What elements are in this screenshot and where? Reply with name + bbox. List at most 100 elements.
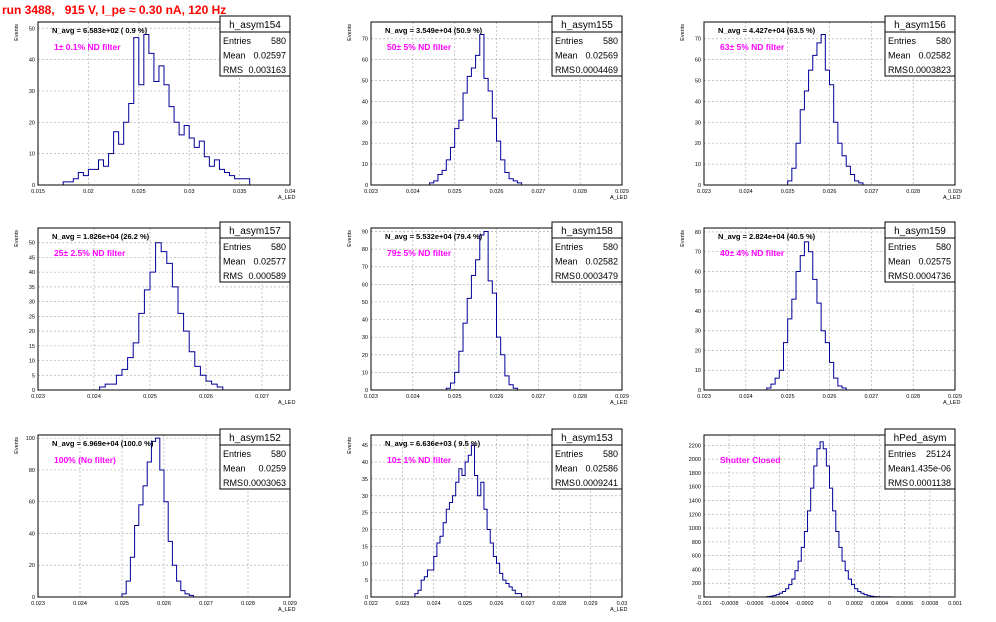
- stat-label-rms: RMS: [888, 65, 908, 75]
- navg-label: N_avg = 2.824e+04 (40.5 %): [718, 232, 816, 241]
- filter-annotation: 10± 1% ND filter: [387, 455, 452, 465]
- x-tick-label: 0.029: [948, 189, 962, 195]
- y-tick-label: 40: [362, 99, 368, 105]
- stats-box: [219, 15, 291, 77]
- y-tick-label: 45: [29, 255, 35, 261]
- y-tick-label: 90: [362, 230, 368, 236]
- y-axis-label: Events: [680, 24, 686, 41]
- stat-value-mean: 0.02582: [585, 257, 618, 267]
- stat-value-rms: 0.0009241: [575, 478, 618, 488]
- stat-value-mean: 0.02569: [585, 51, 618, 61]
- y-tick-label: 20: [695, 141, 701, 147]
- stat-label-mean: Mean: [888, 257, 911, 267]
- y-tick-label: 5: [32, 373, 35, 379]
- x-tick-label: 0.025: [458, 601, 472, 607]
- stat-label-entries: Entries: [555, 36, 584, 46]
- stat-value-mean: 0.02577: [253, 257, 286, 267]
- navg-label: N_avg = 6.636e+03 ( 9.5 %): [385, 439, 481, 448]
- y-tick-label: 0: [32, 595, 35, 601]
- y-tick-label: 0: [698, 388, 701, 394]
- histogram-pad-h_asym159: 0.023 0.024 0.025 0.026 0.027 0.028 0.029 0 10 20…: [680, 221, 962, 406]
- y-tick-label: 80: [695, 230, 701, 236]
- x-axis-label: A_LED: [610, 195, 627, 201]
- x-tick-label: 0.028: [552, 601, 566, 607]
- x-tick-label: 0.026: [490, 189, 504, 195]
- histogram-series: [429, 34, 523, 185]
- y-tick-label: 2200: [689, 443, 701, 449]
- stat-value-entries: 580: [936, 36, 951, 46]
- y-tick-label: 60: [29, 500, 35, 506]
- stat-value-rms: 0.0003479: [575, 271, 618, 281]
- histogram-name: h_asym153: [561, 433, 613, 444]
- x-tick-label: 0.023: [31, 394, 45, 400]
- x-tick-label: 0: [828, 601, 831, 607]
- stat-label-entries: Entries: [888, 242, 917, 252]
- x-axis-label: A_LED: [943, 400, 960, 406]
- y-tick-label: 40: [29, 58, 35, 64]
- y-tick-label: 25: [362, 511, 368, 517]
- y-tick-label: 45: [362, 443, 368, 449]
- stat-label-mean: Mean: [223, 257, 246, 267]
- stats-box: [551, 15, 623, 77]
- x-tick-label: 0.028: [906, 394, 920, 400]
- y-axis-label: Events: [680, 230, 686, 247]
- stat-label-entries: Entries: [555, 449, 584, 459]
- y-axis-label: Events: [14, 437, 20, 454]
- filter-annotation: 25± 2.5% ND filter: [54, 248, 126, 258]
- x-tick-label: 0.0002: [846, 601, 863, 607]
- x-tick-label: 0.026: [490, 601, 504, 607]
- filter-annotation: 1± 0.1% ND filter: [54, 42, 121, 52]
- y-tick-label: 1200: [689, 512, 701, 518]
- y-tick-label: 10: [362, 370, 368, 376]
- stat-value-rms: 0.0004469: [575, 65, 618, 75]
- x-tick-label: 0.028: [241, 601, 255, 607]
- x-tick-label: 0.029: [948, 394, 962, 400]
- plot-frame: [370, 21, 623, 186]
- stat-value-entries: 580: [271, 242, 286, 252]
- y-tick-label: 50: [695, 289, 701, 295]
- histogram-series: [414, 444, 523, 597]
- x-tick-label: 0.028: [573, 394, 587, 400]
- y-tick-label: 80: [29, 468, 35, 474]
- y-tick-label: 25: [29, 314, 35, 320]
- y-tick-label: 10: [362, 162, 368, 168]
- y-tick-label: 70: [695, 250, 701, 256]
- stat-value-rms: 0.003163: [248, 65, 286, 75]
- stat-label-entries: Entries: [223, 449, 252, 459]
- y-tick-label: 60: [362, 58, 368, 64]
- plot-frame: [37, 434, 291, 598]
- y-tick-label: 5: [365, 578, 368, 584]
- stats-box: [219, 428, 291, 490]
- y-tick-label: 60: [695, 58, 701, 64]
- filter-annotation: 79± 5% ND filter: [387, 248, 452, 258]
- y-tick-label: 50: [29, 26, 35, 32]
- stat-value-rms: 0.000589: [248, 271, 286, 281]
- x-tick-label: 0.025: [132, 189, 146, 195]
- histogram-name: h_asym158: [561, 226, 613, 237]
- x-axis-label: A_LED: [278, 607, 295, 613]
- y-tick-label: 35: [362, 477, 368, 483]
- x-tick-label: 0.026: [823, 189, 837, 195]
- histogram-pad-h_asym153: 0.022 0.023 0.024 0.025 0.026 0.027 0.028 0.029…: [347, 428, 627, 613]
- stat-value-mean: 0.0259: [258, 464, 286, 474]
- x-tick-label: 0.026: [823, 394, 837, 400]
- histogram-pad-h_asym157: 0.023 0.024 0.025 0.026 0.027 0 5 10 15 20 25 30 35 4…: [14, 221, 295, 406]
- y-axis-label: Events: [14, 24, 20, 41]
- stat-value-entries: 580: [271, 36, 286, 46]
- stat-label-entries: Entries: [888, 449, 917, 459]
- y-tick-label: 10: [29, 152, 35, 158]
- y-tick-label: 0: [698, 595, 701, 601]
- y-tick-label: 20: [362, 353, 368, 359]
- histogram-name: h_asym152: [229, 433, 281, 444]
- x-tick-label: 0.025: [143, 394, 157, 400]
- x-axis-label: A_LED: [610, 607, 627, 613]
- x-tick-label: 0.035: [233, 189, 247, 195]
- y-tick-label: 20: [29, 329, 35, 335]
- x-axis-label: A_LED: [610, 400, 627, 406]
- y-tick-label: 10: [695, 162, 701, 168]
- filter-annotation: 50± 5% ND filter: [387, 42, 452, 52]
- stat-label-rms: RMS: [555, 478, 575, 488]
- x-tick-label: 0.027: [521, 601, 535, 607]
- histogram-pad-h_asym154: 0.015 0.02 0.025 0.03 0.035 0.04 0 10 20 30 40 50 Ev…: [14, 15, 295, 201]
- stat-label-entries: Entries: [888, 36, 917, 46]
